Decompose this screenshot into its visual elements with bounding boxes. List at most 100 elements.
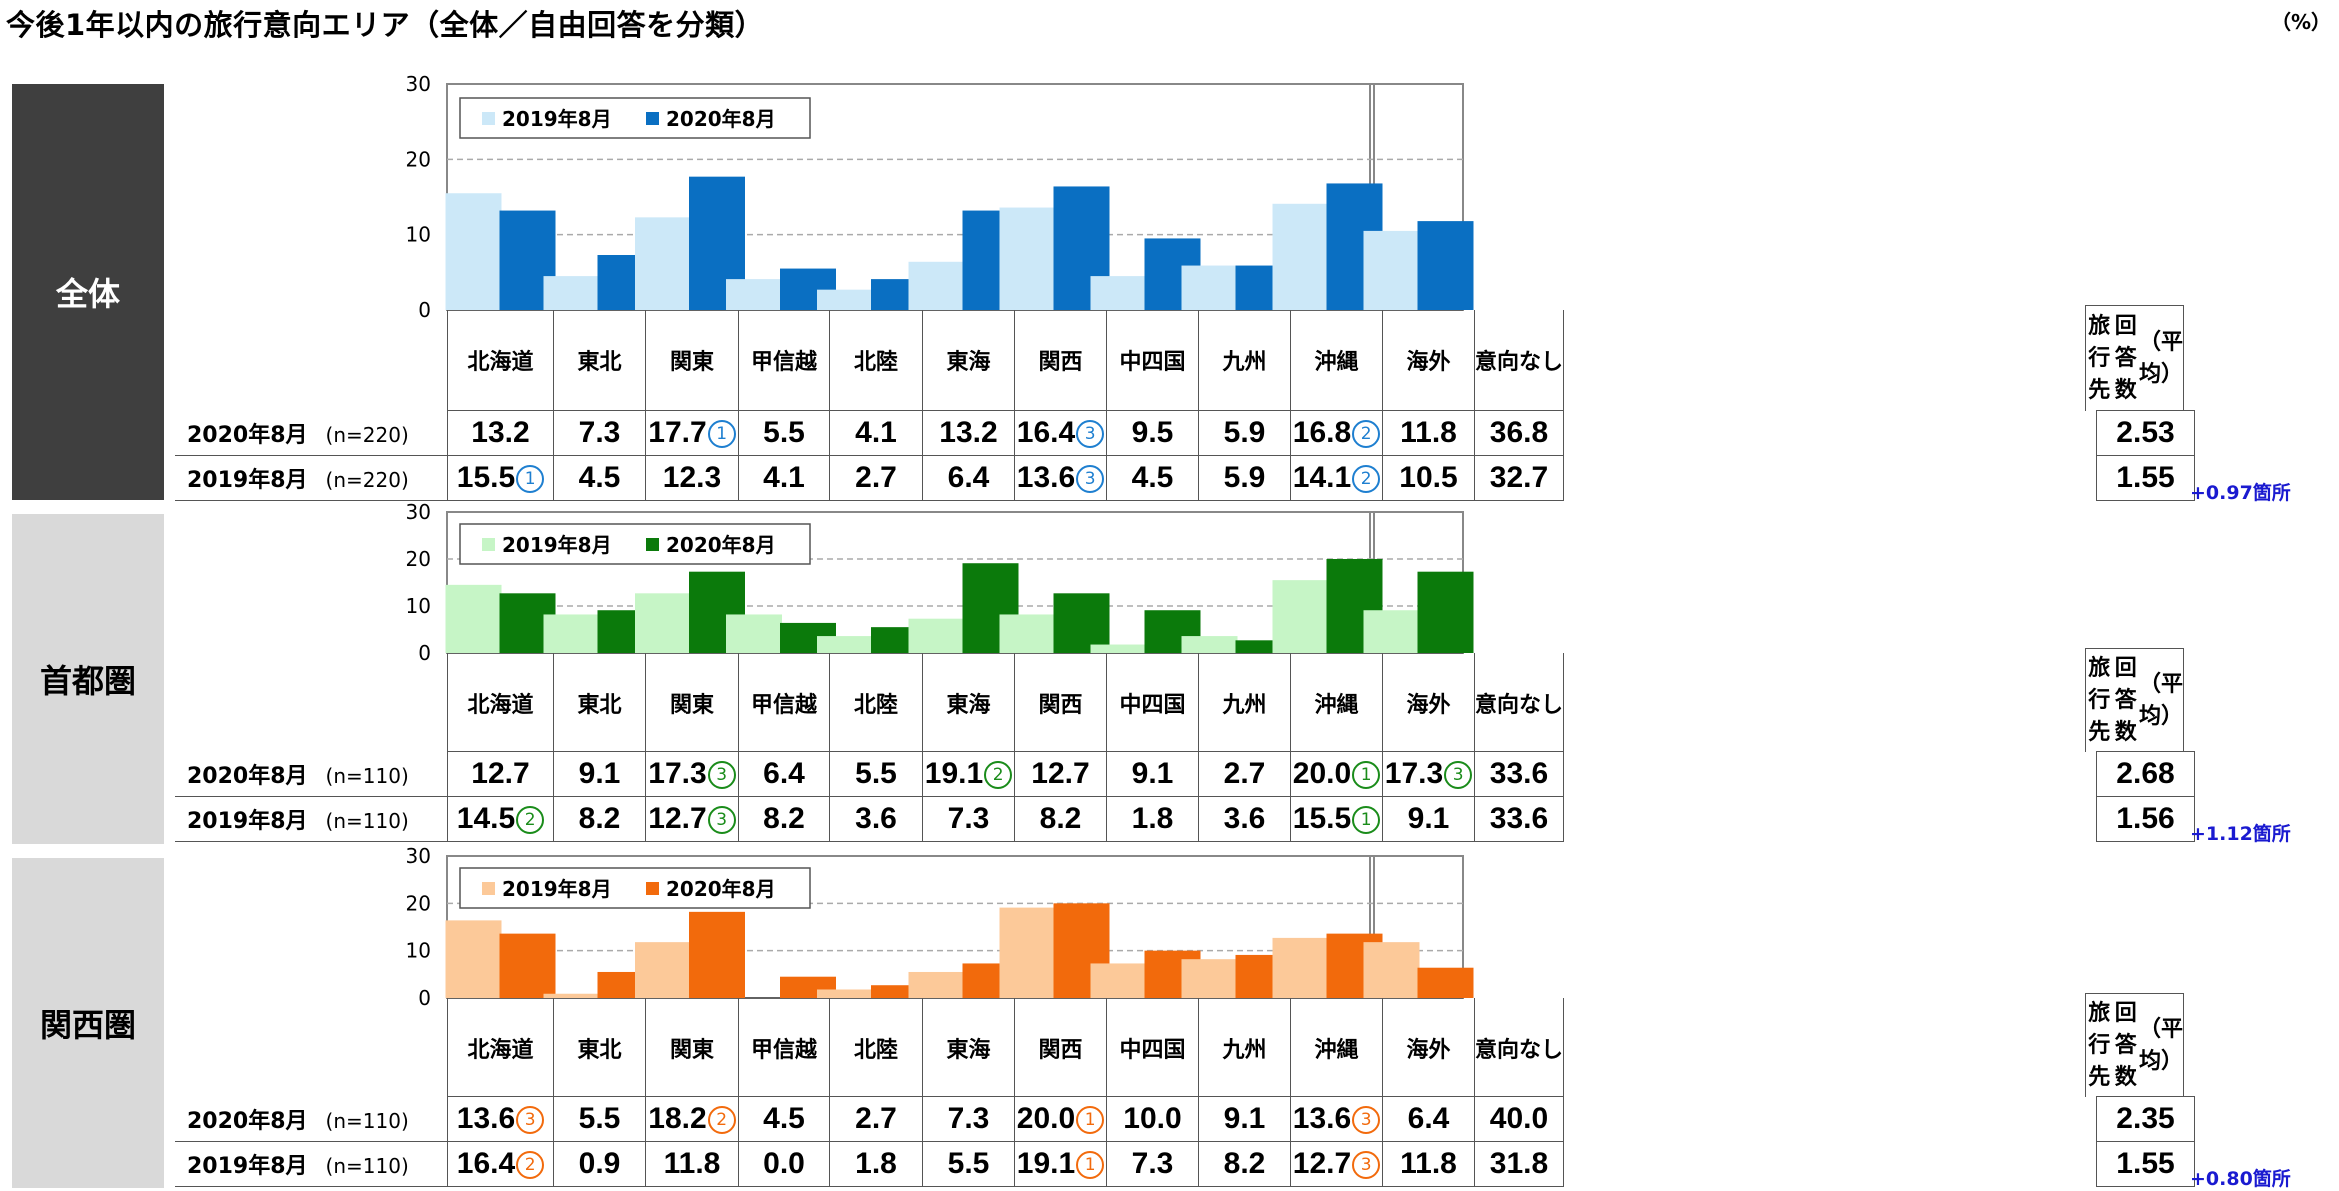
value-cell: 16.4 3 xyxy=(1014,410,1107,456)
legend-swatch-2019 xyxy=(482,882,495,895)
value-cell: 19.1 2 xyxy=(922,751,1015,797)
value-cell: 6.4 xyxy=(1382,1096,1475,1142)
category-label: 甲信越 xyxy=(738,998,830,1098)
diff-note: +0.80箇所 xyxy=(2190,1168,2291,1190)
value-cell: 1.8 xyxy=(1106,796,1199,842)
value-cell: 5.5 xyxy=(738,410,830,456)
bar-2020-関東 xyxy=(689,911,745,998)
category-label: 関西 xyxy=(1014,998,1107,1098)
bar-2019-関東 xyxy=(635,593,691,653)
avg-cell: 1.55 xyxy=(2096,1141,2195,1187)
value-cell: 3.6 xyxy=(1198,796,1291,842)
avg-cell: 2.35 xyxy=(2096,1096,2195,1142)
value-cell: 32.7 xyxy=(1474,455,1564,501)
value-cell: 12.3 xyxy=(645,455,739,501)
category-label: 北陸 xyxy=(829,653,923,753)
value-cell: 31.8 xyxy=(1474,1141,1564,1187)
table-row: 2019年8月 (n=110) 14.5 2 8.2 12.7 3 8.2 3.6 7.3 8.2 1… xyxy=(175,796,2195,842)
value-cell: 5.5 xyxy=(829,751,923,797)
category-header-2: 北海道 東北 関東 甲信越 北陸 東海 関西 中四国 九州 沖縄 海外 意向なし xyxy=(447,998,1564,1098)
legend: 2019年8月 2020年8月 xyxy=(459,867,811,909)
category-label: 北陸 xyxy=(829,310,923,410)
category-label: 甲信越 xyxy=(738,310,830,410)
bar-2019-甲信越 xyxy=(726,614,782,653)
legend-label-2019: 2019年8月 xyxy=(502,533,612,557)
category-label: 海外 xyxy=(1382,653,1475,753)
legend-swatch-2020 xyxy=(646,112,659,125)
category-label: 関西 xyxy=(1014,310,1107,410)
bar-2020-関西 xyxy=(1053,903,1110,998)
category-label: 沖縄 xyxy=(1290,998,1383,1098)
value-cell: 20.0 1 xyxy=(1014,1096,1107,1142)
category-label: 東海 xyxy=(922,310,1015,410)
bar-2020-北陸 xyxy=(871,279,927,310)
legend-label-2020: 2020年8月 xyxy=(666,877,776,901)
value-cell: 20.0 1 xyxy=(1290,751,1383,797)
rank-badge: 1 xyxy=(1352,761,1381,789)
bar-2020-東海 xyxy=(962,563,1019,653)
bar-2019-北海道 xyxy=(445,193,502,310)
bar-2019-北海道 xyxy=(445,584,502,653)
legend: 2019年8月 2020年8月 xyxy=(459,97,811,139)
value-cell: 11.8 xyxy=(1382,1141,1475,1187)
category-label: 北海道 xyxy=(447,653,554,753)
category-label: 北海道 xyxy=(447,998,554,1098)
value-cell: 5.5 xyxy=(553,1096,646,1142)
bar-2019-東海 xyxy=(908,971,965,998)
rank-badge: 1 xyxy=(707,420,736,448)
category-label: 東北 xyxy=(553,653,646,753)
table-row: 2019年8月 (n=110) 16.4 2 0.9 11.8 0.0 1.8 5.5 19.1 1… xyxy=(175,1141,2195,1187)
bar-2020-関東 xyxy=(689,571,745,653)
legend-label-2019: 2019年8月 xyxy=(502,107,612,131)
y-tick-label: 20 xyxy=(406,547,431,571)
category-label: 海外 xyxy=(1382,310,1475,410)
avg-header: 旅行先 回答数 （平均） xyxy=(2085,648,2184,752)
category-label: 中四国 xyxy=(1106,998,1199,1098)
bar-2019-関東 xyxy=(635,217,691,310)
category-label: 沖縄 xyxy=(1290,653,1383,753)
category-label: 関東 xyxy=(645,653,739,753)
category-label: 中四国 xyxy=(1106,653,1199,753)
y-tick-label: 30 xyxy=(406,72,431,96)
bar-2020-甲信越 xyxy=(780,622,836,653)
value-cell: 14.5 2 xyxy=(447,796,554,842)
bar-2019-東海 xyxy=(908,261,965,310)
category-label: 海外 xyxy=(1382,998,1475,1098)
category-label: 東海 xyxy=(922,653,1015,753)
value-cell: 15.5 1 xyxy=(1290,796,1383,842)
bar-2019-九州 xyxy=(1181,959,1238,998)
table-row: 2020年8月 (n=220) 13.2 7.3 17.7 1 5.5 4.1 13.2 16.4… xyxy=(175,410,2195,456)
category-label: 北海道 xyxy=(447,310,554,410)
bar-2019-関西 xyxy=(999,614,1056,653)
legend-swatch-2020 xyxy=(646,882,659,895)
bar-2019-九州 xyxy=(1181,636,1238,653)
category-label: 関東 xyxy=(645,310,739,410)
bar-2020-北海道 xyxy=(499,210,556,310)
plot-frame xyxy=(446,855,1464,999)
rank-badge: 1 xyxy=(516,465,545,493)
value-cell: 33.6 xyxy=(1474,751,1564,797)
avg-cell: 1.56 xyxy=(2096,796,2195,842)
unit-label: （%） xyxy=(2270,10,2331,34)
category-label: 沖縄 xyxy=(1290,310,1383,410)
category-label: 東北 xyxy=(553,310,646,410)
table-row: 2020年8月 (n=110) 12.7 9.1 17.3 3 6.4 5.5 19.1 2 12.… xyxy=(175,751,2195,797)
bar-2020-海外 xyxy=(1417,967,1474,998)
row-label: 2020年8月 (n=220) xyxy=(175,410,448,456)
rank-badge: 3 xyxy=(1076,465,1105,493)
value-cell: 17.7 1 xyxy=(645,410,739,456)
y-tick-label: 0 xyxy=(418,298,431,322)
rank-badge: 2 xyxy=(516,1151,545,1179)
bar-2019-関西 xyxy=(999,907,1056,998)
bar-2020-甲信越 xyxy=(780,268,836,310)
row-label: 2019年8月 (n=110) xyxy=(175,1141,448,1187)
data-table-0: 2020年8月 (n=220) 13.2 7.3 17.7 1 5.5 4.1 13.2 16.4… xyxy=(175,410,2195,501)
bar-2019-北陸 xyxy=(817,989,873,998)
bar-2020-九州 xyxy=(1235,954,1292,998)
bar-2020-中四国 xyxy=(1144,950,1201,998)
bar-2020-甲信越 xyxy=(780,976,836,998)
category-label: 意向なし xyxy=(1474,310,1564,410)
legend: 2019年8月 2020年8月 xyxy=(459,523,811,565)
legend-label-2020: 2020年8月 xyxy=(666,107,776,131)
bar-2019-東海 xyxy=(908,618,965,653)
